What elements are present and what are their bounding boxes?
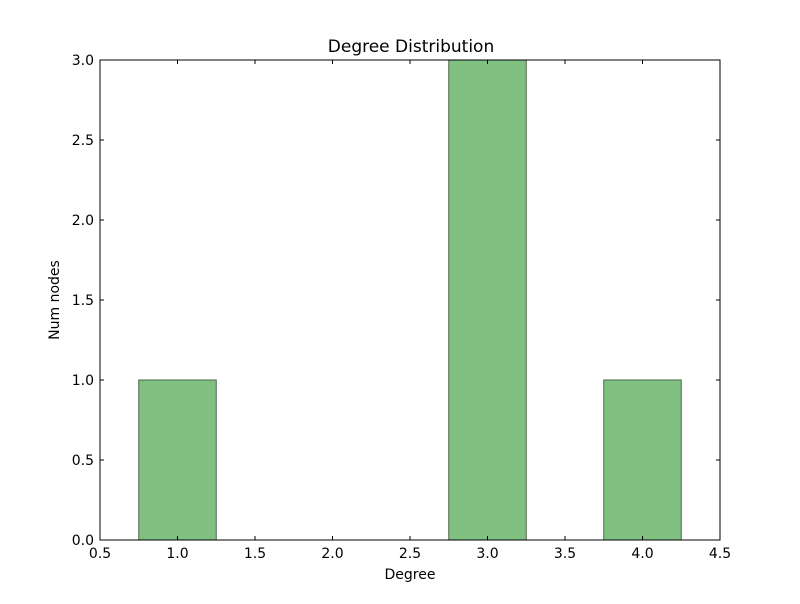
y-tick-label: 0.0 bbox=[72, 533, 94, 549]
x-tick-label: 2.0 bbox=[321, 546, 343, 562]
y-axis-label: Num nodes bbox=[47, 260, 63, 340]
y-tick-label: 1.5 bbox=[72, 293, 94, 309]
x-tick-label: 4.0 bbox=[631, 546, 653, 562]
y-tick-label: 1.0 bbox=[72, 373, 94, 389]
chart-title: Degree Distribution bbox=[328, 37, 494, 57]
x-axis-label: Degree bbox=[385, 567, 436, 583]
bar-degree-4 bbox=[603, 379, 682, 541]
x-tick-label: 3.0 bbox=[476, 546, 498, 562]
bar-degree-1 bbox=[138, 379, 217, 541]
x-tick-label: 1.5 bbox=[244, 546, 266, 562]
y-tick-label: 0.5 bbox=[72, 453, 94, 469]
x-tick-label: 0.5 bbox=[89, 546, 111, 562]
x-tick-label: 2.5 bbox=[399, 546, 421, 562]
ticks-layer: 0.5 1.0 1.5 2.0 2.5 3.0 3.5 4.0 4.50.00.51.01.52… bbox=[72, 53, 731, 562]
x-tick-label: 4.5 bbox=[709, 546, 731, 562]
x-tick-label: 1.0 bbox=[166, 546, 188, 562]
y-tick-label: 2.0 bbox=[72, 213, 94, 229]
bar-degree-3 bbox=[448, 59, 527, 541]
y-tick-label: 2.5 bbox=[72, 133, 94, 149]
y-tick-label: 3.0 bbox=[72, 53, 94, 69]
bars-layer bbox=[138, 59, 682, 541]
x-tick-label: 3.5 bbox=[554, 546, 576, 562]
